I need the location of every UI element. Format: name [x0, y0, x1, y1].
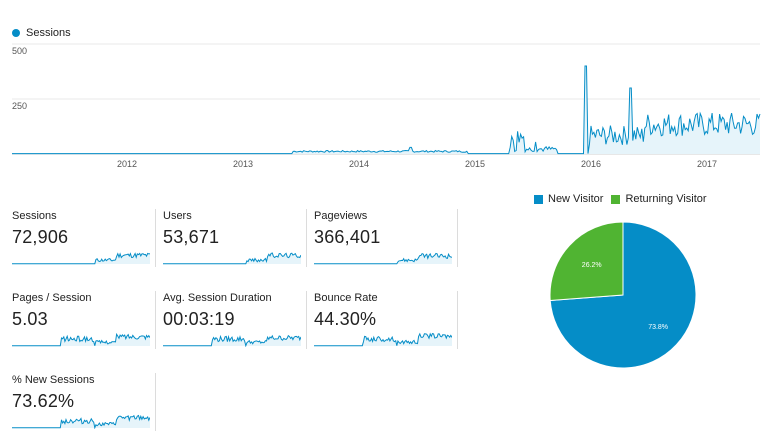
sparkline-line: [163, 334, 301, 347]
sparkline-area: [12, 334, 150, 346]
metric-pageviews[interactable]: Pageviews 366,401: [314, 209, 458, 267]
avg-session-duration-sparkline: [163, 334, 301, 347]
metric-label: Pageviews: [314, 210, 368, 222]
bounce-rate-sparkline: [314, 332, 452, 347]
metric-new-sessions-pct[interactable]: % New Sessions 73.62%: [12, 373, 156, 431]
x-tick-2017: 2017: [697, 159, 717, 169]
sessions-legend-label: Sessions: [26, 27, 71, 39]
metric-label: Users: [163, 210, 192, 222]
metric-value: 00:03:19: [163, 309, 235, 329]
metric-value: 366,401: [314, 227, 381, 247]
sessions-line: [12, 65, 761, 155]
x-tick-2013: 2013: [233, 159, 253, 169]
metric-value: 73.62%: [12, 391, 75, 411]
legend-label: Returning Visitor: [625, 193, 707, 205]
pageviews-sparkline: [314, 252, 452, 265]
sparkline-area: [163, 335, 301, 346]
new-sessions-sparkline: [12, 414, 150, 429]
sessions-sparkline: [12, 252, 150, 265]
metric-value: 72,906: [12, 227, 69, 247]
sessions-over-time-chart: 500 250 2012 2013 2014 2015 2016 2017: [12, 43, 761, 169]
chart-legend: Sessions: [12, 27, 71, 39]
sessions-series: [12, 65, 761, 155]
returning-visitor-swatch: [611, 194, 621, 204]
metric-users[interactable]: Users 53,671: [163, 209, 307, 267]
sparkline-line: [12, 252, 150, 265]
users-sparkline: [163, 252, 301, 265]
pie-legend: New Visitor Returning Visitor: [534, 193, 715, 205]
sparkline-line: [12, 332, 150, 347]
metric-label: Sessions: [12, 210, 57, 222]
y-tick-250: 250: [12, 101, 27, 111]
sparkline-line: [314, 332, 452, 347]
pie-slice-returning-visitor[interactable]: [549, 221, 624, 302]
x-tick-2012: 2012: [117, 159, 137, 169]
visitor-type-pie-chart: 73.8% 26.2%: [549, 221, 697, 369]
y-tick-500: 500: [12, 46, 27, 56]
metric-label: Avg. Session Duration: [163, 292, 272, 304]
sparkline-line: [163, 252, 301, 265]
sparkline-line: [314, 252, 452, 265]
metric-value: 5.03: [12, 309, 48, 329]
sparkline-line: [12, 414, 150, 429]
pages-per-session-sparkline: [12, 332, 150, 347]
sparkline-area: [314, 253, 452, 264]
metric-bounce-rate[interactable]: Bounce Rate 44.30%: [314, 291, 458, 349]
metric-label: Pages / Session: [12, 292, 92, 304]
pie-label-new-visitor: 73.8%: [648, 324, 668, 331]
sparkline-area: [163, 253, 301, 264]
metric-value: 44.30%: [314, 309, 377, 329]
metric-sessions[interactable]: Sessions 72,906: [12, 209, 156, 267]
x-tick-2015: 2015: [465, 159, 485, 169]
pie-label-returning-visitor: 26.2%: [582, 262, 602, 269]
legend-new-visitor[interactable]: New Visitor: [534, 193, 603, 205]
new-visitor-swatch: [534, 194, 543, 204]
metric-label: Bounce Rate: [314, 292, 378, 304]
x-tick-2014: 2014: [349, 159, 369, 169]
metric-avg-session-duration[interactable]: Avg. Session Duration 00:03:19: [163, 291, 307, 349]
metric-pages-per-session[interactable]: Pages / Session 5.03: [12, 291, 156, 349]
x-tick-2016: 2016: [581, 159, 601, 169]
sessions-legend-dot: [12, 29, 20, 37]
sparkline-area: [12, 253, 150, 264]
legend-label: New Visitor: [548, 193, 604, 205]
sessions-area: [12, 66, 760, 154]
legend-returning-visitor[interactable]: Returning Visitor: [611, 193, 707, 205]
metric-value: 53,671: [163, 227, 220, 247]
metric-label: % New Sessions: [12, 374, 95, 386]
